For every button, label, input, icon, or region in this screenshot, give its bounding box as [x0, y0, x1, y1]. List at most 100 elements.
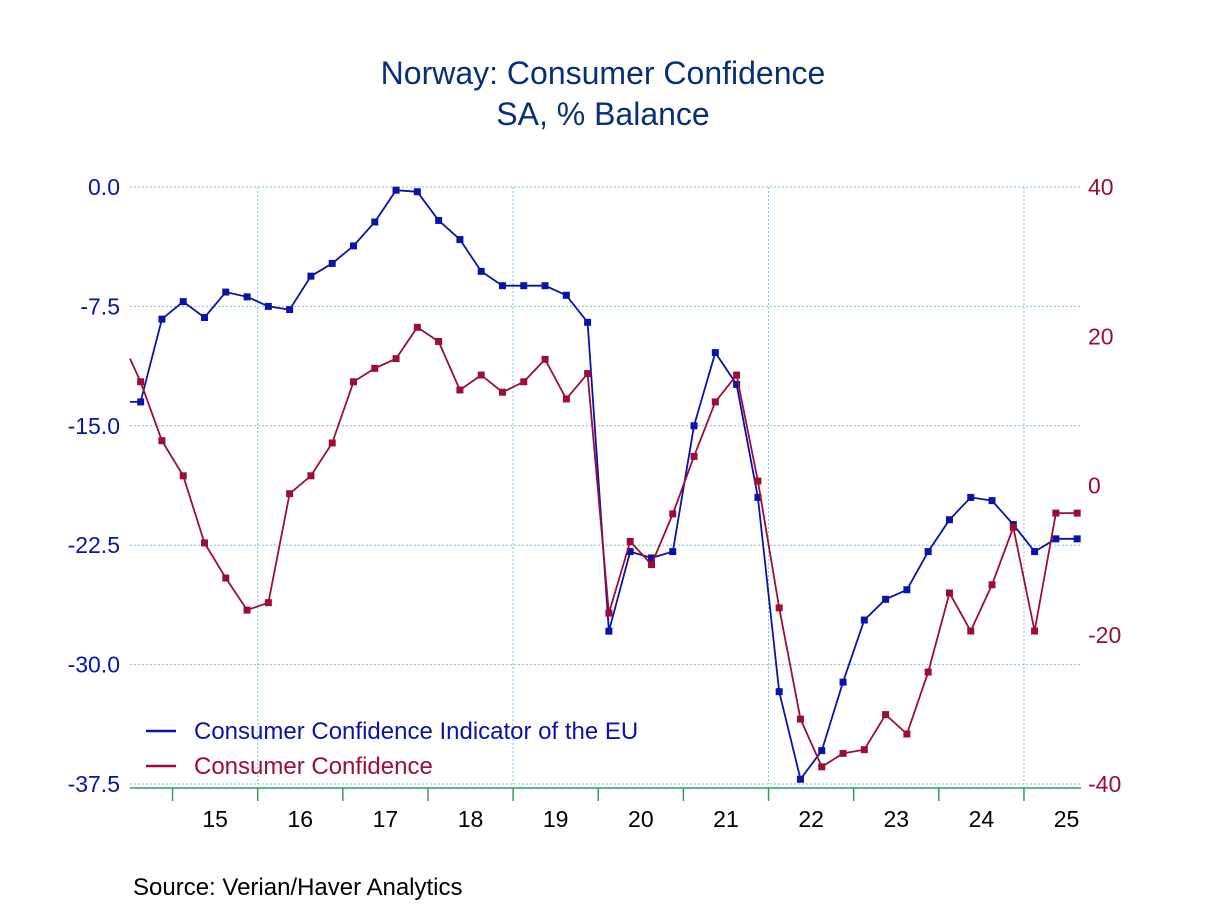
data-point: [392, 355, 400, 363]
data-point: [328, 259, 336, 267]
data-point: [796, 775, 804, 783]
x-tick-label: 18: [458, 806, 484, 832]
data-point: [945, 516, 953, 524]
legend: Consumer Confidence Indicator of the EU …: [146, 718, 638, 780]
data-point: [818, 747, 826, 755]
right-tick-label: -20: [1088, 622, 1121, 648]
data-point: [179, 472, 187, 480]
data-point: [286, 490, 294, 498]
data-point: [584, 318, 592, 326]
data-point: [222, 288, 230, 296]
chart-subtitle: SA, % Balance: [496, 96, 709, 132]
x-tick-label: 25: [1054, 806, 1080, 832]
x-tick-label: 24: [969, 806, 995, 832]
data-point: [137, 378, 145, 386]
data-point: [541, 355, 549, 363]
data-point: [967, 493, 975, 501]
data-point: [435, 216, 443, 224]
data-point: [584, 370, 592, 378]
data-point: [498, 282, 506, 290]
x-tick-label: 23: [883, 806, 909, 832]
x-tick-label: 17: [373, 806, 399, 832]
data-point: [158, 437, 166, 445]
data-point: [307, 472, 315, 480]
data-point: [839, 678, 847, 686]
data-point: [498, 388, 506, 396]
series-line-consumer-confidence: [129, 326, 1078, 769]
data-point: [924, 668, 932, 676]
data-point: [924, 548, 932, 556]
data-point: [200, 539, 208, 547]
x-tick-label: 19: [543, 806, 569, 832]
series-layer: [129, 186, 1081, 783]
x-tick-label: 15: [202, 806, 228, 832]
data-point: [222, 574, 230, 582]
data-point: [328, 439, 336, 447]
data-point: [520, 282, 528, 290]
x-tick-label: 16: [287, 806, 313, 832]
data-point: [286, 306, 294, 314]
data-point: [456, 386, 464, 394]
data-point: [158, 315, 166, 323]
data-point: [137, 398, 145, 406]
data-point: [477, 371, 485, 379]
data-point: [243, 293, 251, 301]
data-point: [1031, 627, 1039, 635]
axis-layer: 15 16 17 18 19 20 21 22 23 24 25 0.0 -7.5 -15.0 -22.5 -…: [68, 174, 1122, 832]
data-point: [371, 364, 379, 372]
data-point: [371, 218, 379, 226]
data-point: [754, 493, 762, 501]
data-point: [775, 604, 783, 612]
data-point: [200, 314, 208, 322]
data-point: [733, 371, 741, 379]
data-point: [541, 282, 549, 290]
data-point: [882, 711, 890, 719]
legend-label-eu-indicator: Consumer Confidence Indicator of the EU: [194, 718, 638, 745]
data-point: [1009, 523, 1017, 531]
grid-layer: [130, 186, 1081, 785]
data-point: [392, 186, 400, 194]
data-point: [690, 452, 698, 460]
data-point: [860, 616, 868, 624]
chart-title: Norway: Consumer Confidence: [381, 55, 826, 91]
series-line-eu-indicator: [130, 189, 1078, 782]
data-point: [264, 599, 272, 607]
right-tick-label: -40: [1088, 771, 1121, 797]
data-point: [562, 395, 570, 403]
data-point: [605, 609, 613, 617]
data-point: [647, 561, 655, 569]
legend-label-consumer-confidence: Consumer Confidence: [194, 753, 433, 780]
data-point: [775, 688, 783, 696]
data-point: [626, 548, 634, 556]
right-tick-label: 40: [1088, 174, 1114, 200]
x-tick-label: 22: [798, 806, 824, 832]
data-point: [1031, 548, 1039, 556]
left-tick-label: -7.5: [80, 293, 120, 319]
data-point: [1073, 535, 1081, 543]
left-tick-label: -30.0: [68, 652, 120, 678]
data-point: [1073, 509, 1081, 517]
data-point: [988, 497, 996, 505]
data-point: [605, 627, 613, 635]
data-point: [711, 398, 719, 406]
source-note: Source: Verian/Haver Analytics: [133, 874, 463, 901]
data-point: [988, 581, 996, 589]
data-point: [456, 236, 464, 244]
data-point: [562, 291, 570, 299]
data-point: [179, 298, 187, 306]
data-point: [626, 537, 634, 545]
data-point: [669, 510, 677, 518]
data-point: [945, 589, 953, 597]
data-point: [967, 627, 975, 635]
data-point: [754, 477, 762, 485]
data-point: [477, 267, 485, 275]
data-point: [860, 746, 868, 754]
data-point: [882, 595, 890, 603]
data-point: [903, 730, 911, 738]
data-point: [1052, 509, 1060, 517]
left-tick-label: -15.0: [68, 413, 120, 439]
data-point: [647, 554, 655, 562]
data-point: [1052, 535, 1060, 543]
data-point: [349, 242, 357, 250]
